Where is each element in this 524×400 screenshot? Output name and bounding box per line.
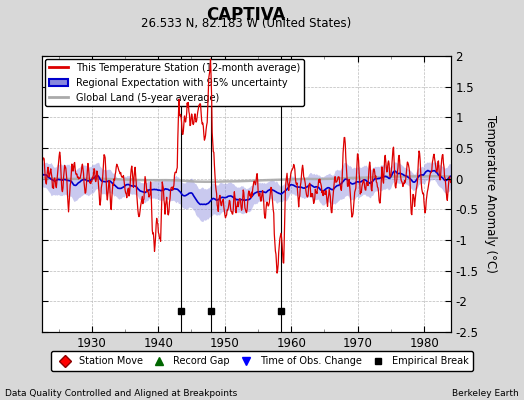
Text: Data Quality Controlled and Aligned at Breakpoints: Data Quality Controlled and Aligned at B… bbox=[5, 389, 237, 398]
Legend: This Temperature Station (12-month average), Regional Expectation with 95% uncer: This Temperature Station (12-month avera… bbox=[45, 59, 304, 106]
Text: 26.533 N, 82.183 W (United States): 26.533 N, 82.183 W (United States) bbox=[141, 17, 352, 30]
Legend: Station Move, Record Gap, Time of Obs. Change, Empirical Break: Station Move, Record Gap, Time of Obs. C… bbox=[51, 351, 473, 371]
Text: Berkeley Earth: Berkeley Earth bbox=[452, 389, 519, 398]
Y-axis label: Temperature Anomaly (°C): Temperature Anomaly (°C) bbox=[484, 115, 497, 273]
Text: CAPTIVA: CAPTIVA bbox=[206, 6, 286, 24]
